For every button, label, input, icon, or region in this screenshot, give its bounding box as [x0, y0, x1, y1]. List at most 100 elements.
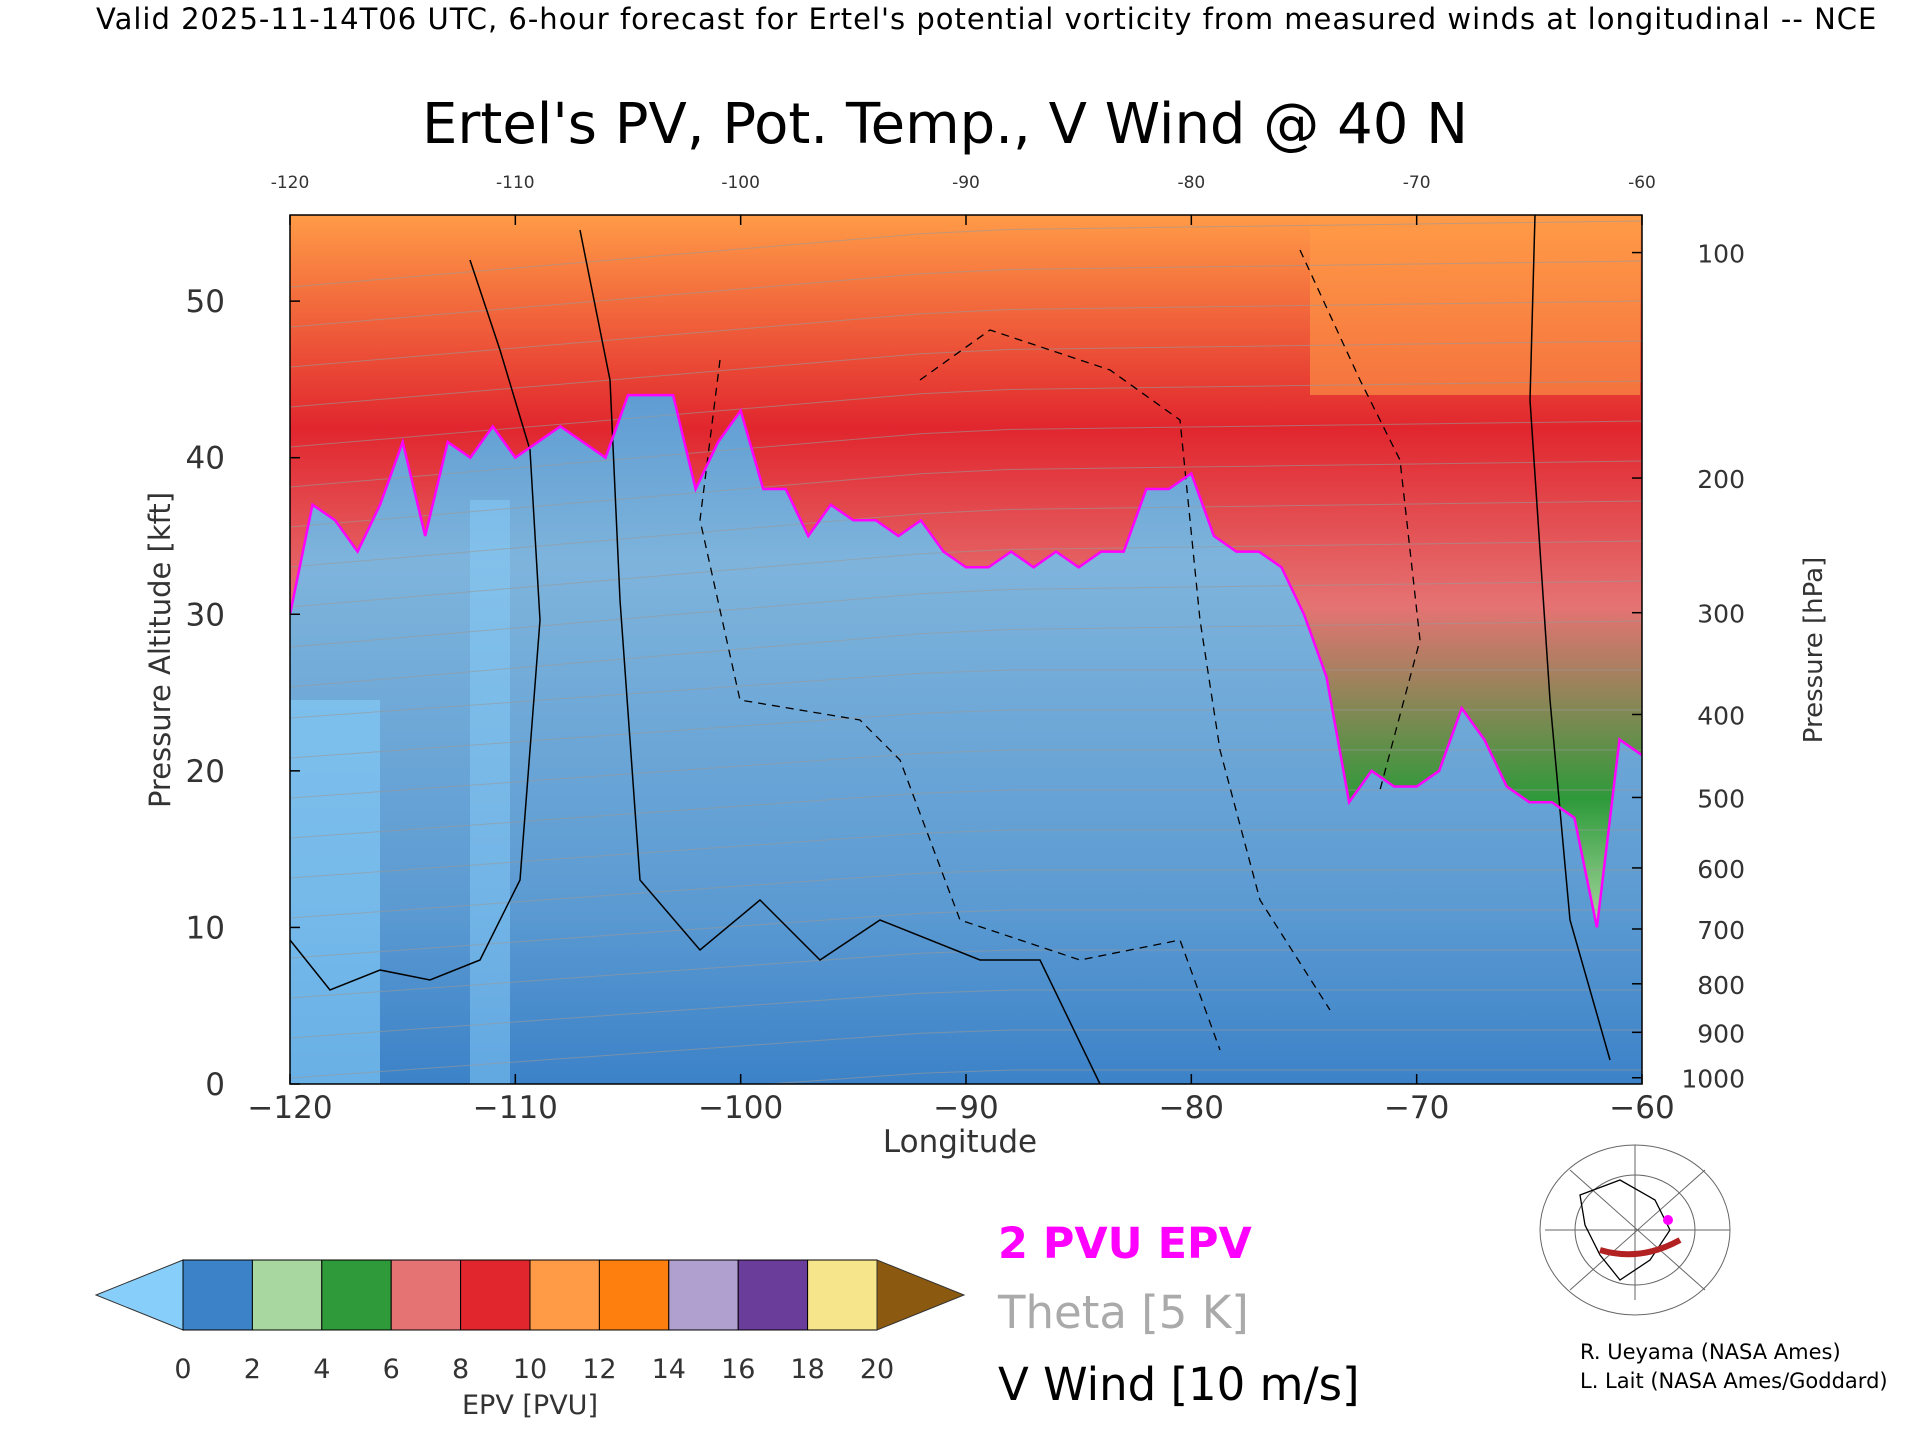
x-tick-label: −60 — [1609, 1090, 1674, 1126]
y-tick-label: 0 — [205, 1067, 225, 1103]
theta-contour-line — [290, 500, 1642, 568]
y-axis-right: 1000 900 800 700 600 500 400 300 200 100 — [1632, 240, 1745, 1094]
theta-contour-line — [290, 869, 1642, 919]
theta-contour-line — [290, 420, 1642, 488]
x-tick-label: −90 — [933, 1090, 998, 1126]
theta-contour-line — [290, 380, 1642, 448]
theta-contour-line — [290, 709, 1642, 759]
top-tick-label: -80 — [1177, 173, 1205, 193]
pressure-tick-label: 200 — [1697, 465, 1745, 494]
epv-colorbar: 0 2 4 6 8 10 12 14 16 18 20 — [94, 1259, 966, 1385]
pressure-tick-label: 400 — [1697, 701, 1745, 730]
top-tick-label: -110 — [496, 173, 535, 193]
tropopause-2pvu-line — [290, 393, 1642, 928]
colorbar-segment — [182, 1259, 253, 1331]
top-tick-label: -70 — [1403, 173, 1431, 193]
colorbar-tick-label: 6 — [383, 1354, 400, 1385]
colorbar-tick-label: 20 — [860, 1354, 894, 1385]
colorbar-over-arrow — [876, 1259, 966, 1331]
theta-contour-line — [290, 340, 1642, 408]
y-axis-label-right: Pressure [hPa] — [1799, 557, 1829, 744]
pressure-tick-label: 600 — [1697, 855, 1745, 884]
pressure-tick-label: 1000 — [1681, 1065, 1745, 1094]
theta-contour-line — [761, 1069, 1642, 1084]
colorbar-segment — [529, 1259, 600, 1331]
v-wind-contour-neg10 — [699, 359, 1221, 1051]
legend-vwind: V Wind [10 m/s] — [998, 1358, 1360, 1411]
theta-contour-line — [290, 540, 1642, 608]
x-axis-bottom: −120 −110 −100 −90 −80 −70 −60 — [247, 1074, 1675, 1126]
x-tick-label: −80 — [1159, 1090, 1224, 1126]
theta-contours — [290, 220, 1642, 1084]
colorbar-tick-label: 12 — [582, 1354, 616, 1385]
x-axis-top: -120 -110 -100 -90 -80 -70 -60 — [271, 173, 1656, 225]
theta-contour-line — [290, 949, 1642, 999]
y-axis-label-left: Pressure Altitude [kft] — [143, 492, 177, 808]
theta-contour-line — [290, 300, 1642, 368]
chart-title: Ertel's PV, Pot. Temp., V Wind @ 40 N — [422, 92, 1468, 157]
colorbar-tick-label: 14 — [652, 1354, 686, 1385]
location-marker-icon — [1663, 1215, 1673, 1225]
colorbar-segment — [807, 1259, 878, 1331]
v-wind-contour-east — [1529, 215, 1611, 1061]
colorbar-segment — [460, 1259, 531, 1331]
theta-contour-line — [290, 909, 1642, 959]
v-wind-contour-neg10-east — [1299, 249, 1421, 791]
pressure-tick-label: 500 — [1697, 784, 1745, 813]
y-tick-label: 20 — [186, 754, 225, 790]
theta-contour-line — [290, 620, 1642, 688]
locator-map — [1539, 1144, 1735, 1316]
colorbar-segment — [737, 1259, 809, 1331]
theta-contour-line — [290, 1029, 1642, 1079]
colorbar-label: EPV [PVU] — [462, 1390, 598, 1421]
x-tick-label: −70 — [1384, 1090, 1449, 1126]
y-tick-label: 40 — [186, 441, 225, 477]
colorbar-segment — [598, 1259, 670, 1331]
legend-2pvu: 2 PVU EPV — [998, 1219, 1252, 1269]
legend-theta: Theta [5 K] — [997, 1286, 1249, 1339]
colorbar-under-arrow — [94, 1259, 184, 1331]
low-epv-region — [290, 700, 380, 1084]
pressure-tick-label: 900 — [1697, 1019, 1745, 1048]
x-tick-label: −110 — [473, 1090, 558, 1126]
top-tick-label: -120 — [271, 173, 310, 193]
x-tick-label: −100 — [698, 1090, 783, 1126]
colorbar-segment — [668, 1259, 739, 1331]
pressure-tick-label: 700 — [1697, 916, 1745, 945]
theta-contour-line — [290, 580, 1642, 648]
pressure-tick-label: 300 — [1697, 600, 1745, 629]
top-tick-label: -100 — [721, 173, 760, 193]
theta-contour-line — [290, 749, 1642, 799]
top-tick-label: -90 — [952, 173, 980, 193]
y-tick-label: 10 — [186, 910, 225, 946]
colorbar-segment — [251, 1259, 323, 1331]
v-wind-contour-neg30 — [919, 329, 1331, 1011]
valid-time-header: Valid 2025-11-14T06 UTC, 6-hour forecast… — [0, 2, 1920, 38]
colorbar-segment — [321, 1259, 392, 1331]
v-wind-contour-0-east — [579, 229, 1101, 1084]
colorbar-tick-label: 10 — [513, 1354, 547, 1385]
credit-line-1: R. Ueyama (NASA Ames) — [1580, 1340, 1841, 1364]
colorbar-tick-label: 0 — [174, 1354, 191, 1385]
pressure-tick-label: 800 — [1697, 971, 1745, 1000]
colorbar-segment — [390, 1259, 462, 1331]
theta-contour-line — [290, 460, 1642, 528]
colorbar-tick-label: 4 — [313, 1354, 330, 1385]
y-tick-label: 30 — [186, 597, 225, 633]
stratosphere-epv-fill — [290, 215, 1642, 928]
x-axis-label: Longitude — [883, 1124, 1037, 1160]
cross-section-path-marker — [1599, 1237, 1682, 1258]
theta-contour-line — [290, 829, 1642, 879]
theta-contour-line — [290, 989, 1642, 1039]
colorbar-tick-label: 8 — [452, 1354, 469, 1385]
valid-time-text: Valid 2025-11-14T06 UTC, 6-hour forecast… — [96, 2, 1878, 36]
credit-line-2: L. Lait (NASA Ames/Goddard) — [1580, 1369, 1888, 1393]
theta-contour-line — [290, 260, 1642, 328]
colorbar-tick-label: 2 — [244, 1354, 261, 1385]
epv-field — [290, 215, 1642, 1084]
theta-contour-line — [290, 669, 1642, 719]
theta-contour-line — [290, 789, 1642, 839]
pressure-tick-label: 100 — [1697, 240, 1745, 269]
v-wind-contour-0 — [290, 259, 541, 991]
